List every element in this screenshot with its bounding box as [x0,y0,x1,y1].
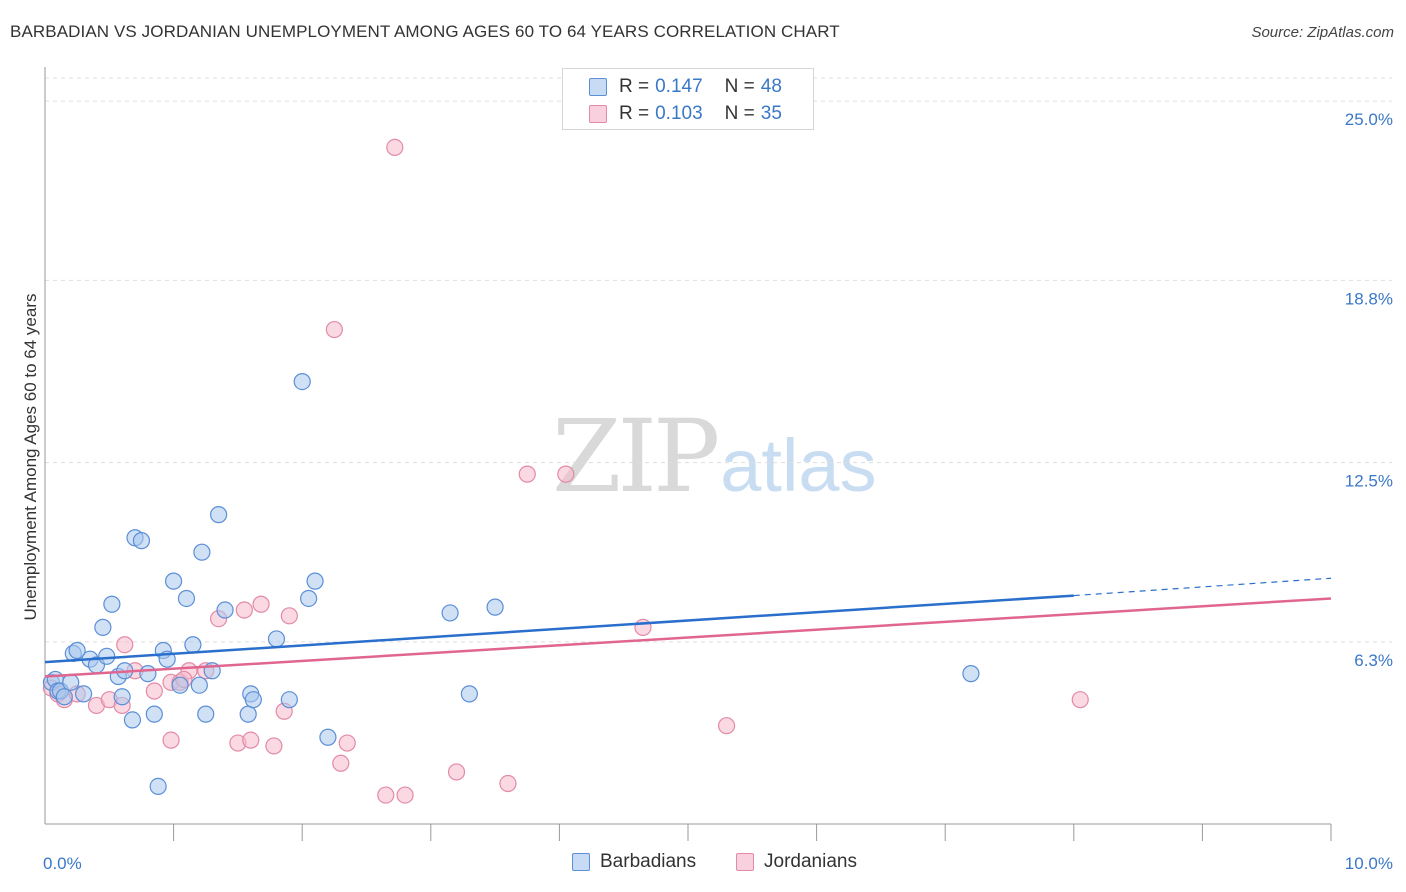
legend-label-jordanians: Jordanians [764,851,857,872]
legend-r-value: 0.103 [655,103,703,124]
jordanian-point [280,607,298,625]
legend-n-label: N = [724,103,755,124]
barbadian-point [280,691,298,709]
barbadian-point [62,673,80,691]
stats-legend: R = 0.147 N = 48 R = 0.103 N = 35 [562,68,814,130]
barbadian-point [190,676,208,694]
y-tick-label: 18.8% [1345,289,1393,308]
jordanian-point [377,786,395,804]
barbadian-point [74,685,93,703]
barbadian-point [171,676,189,694]
legend-item-barbadians[interactable]: Barbadians [572,851,696,873]
legend-r-label: R = [619,76,650,97]
barbadian-point [244,691,262,709]
jordanian-point [332,754,350,772]
y-axis-label: Unemployment Among Ages 60 to 64 years [21,294,40,621]
barbadian-point [132,532,151,550]
legend-n-value: 35 [760,103,782,124]
chart-title: BARBADIAN VS JORDANIAN UNEMPLOYMENT AMON… [10,22,840,41]
jordanian-point [717,717,736,735]
jordanian-point [499,774,517,793]
legend-row-barbadians: R = 0.147 N = 48 [589,75,782,99]
barbadian-point [149,777,167,796]
jordanian-point [325,320,343,339]
barbadian-point [239,705,257,723]
legend-swatch-blue [589,78,607,96]
y-tick-label: 12.5% [1345,472,1393,491]
barbadian-point [306,572,324,590]
barbadian-point [165,572,183,590]
jordanian-point [396,786,414,804]
barbadian-point [177,589,196,608]
barbadian-point [460,685,478,703]
legend-r-label: R = [619,103,650,124]
source-label: Source: ZipAtlas.com [1251,24,1394,41]
barbadian-trend-line [44,594,1074,664]
barbadian-point [94,618,112,636]
y-tick-label: 6.3% [1354,651,1393,670]
jordanian-point [634,618,652,636]
jordanian-point [162,731,180,749]
barbadian-point [293,373,311,391]
legend-swatch-pink [589,105,607,123]
barbadian-point [197,705,215,723]
barbadian-point [123,711,142,729]
barbadian-point [216,601,234,619]
jordanian-point [116,636,134,654]
legend-item-jordanians[interactable]: Jordanians [736,851,857,873]
barbadian-point [319,728,337,746]
barbadian-point [962,665,980,683]
legend-row-jordanians: R = 0.103 N = 35 [589,102,782,126]
barbadian-point [68,641,86,660]
barbadian-point [267,630,286,648]
jordanian-point [235,601,253,619]
barbadian-point [98,647,116,665]
barbadian-point [441,604,459,622]
jordanian-point [447,763,466,781]
barbadian-point [300,589,318,608]
jordanian-point [242,731,260,749]
jordanian-point [252,595,270,613]
barbadian-point [103,595,121,613]
jordanian-point [265,737,283,755]
jordanian-trend-line [44,597,1332,678]
barbadian-point [184,636,202,654]
legend-n-value: 48 [760,76,782,97]
barbadian-point [113,688,131,706]
barbadian-point [193,543,211,561]
barbadian-trend-extension [1073,577,1332,597]
barbadian-point [486,598,504,616]
barbadian-point [210,506,228,524]
legend-r-value: 0.147 [655,76,703,97]
y-tick-label: 25.0% [1345,110,1393,129]
legend-label-barbadians: Barbadians [600,851,697,872]
legend-swatch-blue [572,853,590,871]
legend-swatch-pink [736,853,754,871]
series-legend: Barbadians Jordanians [0,851,1406,879]
barbadian-point [145,705,163,723]
legend-n-label: N = [724,76,755,97]
barbadian-point [55,688,73,706]
jordanian-point [557,465,575,483]
jordanian-point [386,138,404,156]
jordanian-point [518,465,536,483]
jordanian-point [145,682,163,700]
x-tick-label: 10.0% [1345,854,1393,873]
jordanian-point [338,734,356,752]
jordanian-point [1071,691,1089,709]
x-tick-label: 0.0% [43,854,82,873]
barbadian-point [139,665,157,683]
